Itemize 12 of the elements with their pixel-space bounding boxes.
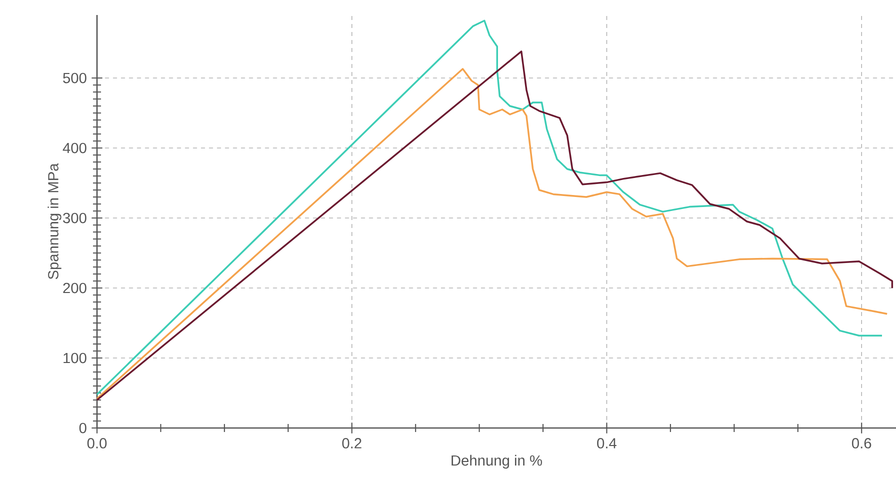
x-tick-label: 0.0 [87, 438, 107, 448]
x-tick-label: 0.2 [342, 438, 362, 448]
y-tick-label: 200 [63, 282, 86, 294]
x-tick-label: 0.4 [597, 438, 616, 448]
y-tick-label: 500 [63, 72, 86, 84]
y-tick-label: 100 [64, 352, 86, 364]
y-tick-label: 400 [62, 142, 86, 154]
y-axis-title: Spannung in MPa [48, 163, 62, 280]
y-tick-label: 300 [63, 212, 86, 224]
x-tick-label: 0.6 [852, 438, 872, 448]
y-tick-label: 0 [79, 422, 86, 434]
x-axis-title: Dehnung in % [452, 454, 542, 469]
